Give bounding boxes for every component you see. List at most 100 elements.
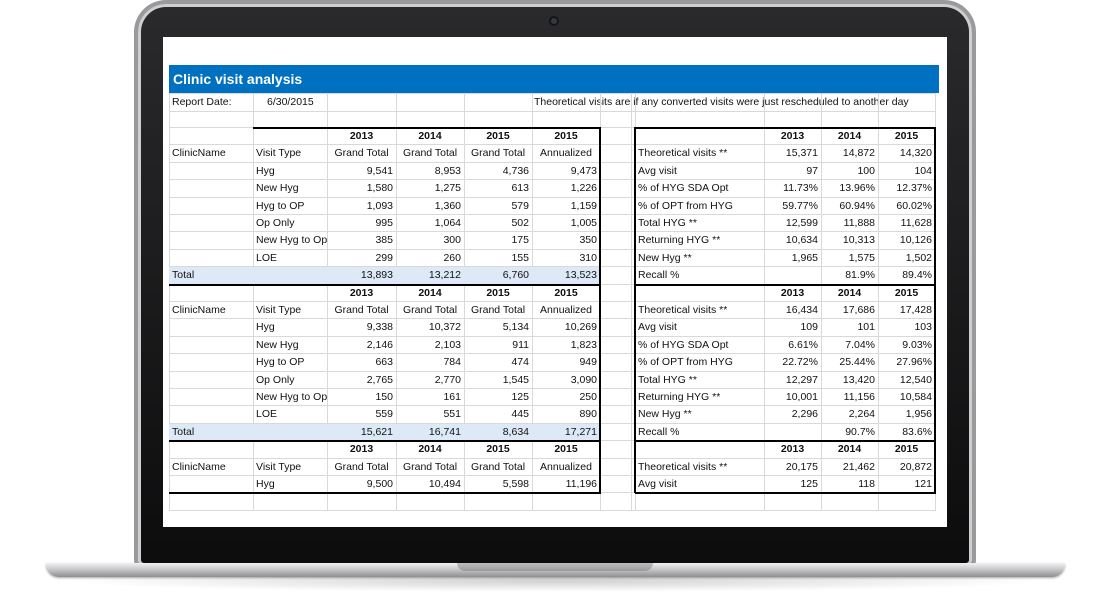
value-cell[interactable]: 9,500 xyxy=(366,478,393,490)
year-header[interactable]: 2015 xyxy=(894,443,919,456)
value-cell[interactable]: 5,598 xyxy=(502,478,529,490)
total-value[interactable]: 15,621 xyxy=(360,425,393,438)
metric-value[interactable]: 101 xyxy=(857,321,875,334)
grand-total-header[interactable]: Grand Total xyxy=(402,304,458,316)
year-header[interactable]: 2013 xyxy=(780,286,805,299)
year-header[interactable]: 2013 xyxy=(780,443,805,456)
metric-value[interactable]: 21,462 xyxy=(842,460,875,473)
value-cell[interactable]: 1,093 xyxy=(366,199,393,212)
metric-label[interactable]: Theoretical visits ** xyxy=(638,460,728,473)
metric-value[interactable]: 9.03% xyxy=(902,338,932,351)
value-cell[interactable]: 9,338 xyxy=(366,321,393,334)
value-cell[interactable]: 5,134 xyxy=(502,321,529,334)
metric-value[interactable]: 121 xyxy=(914,478,932,490)
metric-label[interactable]: New Hyg ** xyxy=(638,408,692,421)
value-cell[interactable]: 260 xyxy=(443,251,461,264)
value-cell[interactable]: 125 xyxy=(511,391,529,403)
value-cell[interactable]: 551 xyxy=(443,408,461,421)
metric-value[interactable]: 17,428 xyxy=(899,304,932,316)
report-date-value[interactable]: 6/30/2015 xyxy=(267,96,314,108)
value-cell[interactable]: 161 xyxy=(443,391,461,403)
metric-label[interactable]: Avg visit xyxy=(638,164,677,177)
metric-value[interactable]: 10,313 xyxy=(842,234,875,247)
visit-type-cell[interactable]: Hyg to OP xyxy=(256,356,305,369)
metric-label[interactable]: Recall % xyxy=(638,269,680,282)
year-header[interactable]: 2015 xyxy=(486,130,510,142)
value-cell[interactable]: 474 xyxy=(511,356,529,369)
value-cell[interactable]: 1,360 xyxy=(434,199,461,212)
metric-value[interactable] xyxy=(764,424,821,441)
value-cell[interactable]: 663 xyxy=(375,356,393,369)
total-value[interactable]: 13,212 xyxy=(428,269,461,282)
metric-value[interactable]: 118 xyxy=(858,478,875,490)
metric-value[interactable]: 1,575 xyxy=(848,251,875,264)
year-header[interactable]: 2014 xyxy=(418,286,442,299)
value-cell[interactable]: 1,545 xyxy=(502,373,529,386)
year-header[interactable]: 2015 xyxy=(894,286,919,299)
value-cell[interactable]: 911 xyxy=(512,338,529,351)
annualized-header[interactable]: Annualized xyxy=(540,304,592,316)
metric-value[interactable]: 11.73% xyxy=(783,182,818,195)
metric-label[interactable]: Returning HYG ** xyxy=(638,234,721,247)
visit-type-cell[interactable]: Hyg to OP xyxy=(256,199,305,212)
total-label[interactable]: Total xyxy=(172,425,195,438)
metric-value[interactable]: 17,686 xyxy=(842,304,875,316)
value-cell[interactable]: 4,736 xyxy=(502,164,529,177)
metric-value[interactable]: 13.96% xyxy=(839,182,875,195)
value-cell[interactable]: 1,159 xyxy=(570,199,597,212)
metric-value[interactable]: 60.02% xyxy=(896,199,932,212)
year-header[interactable]: 2013 xyxy=(349,443,374,456)
visit-type-cell[interactable]: New Hyg to Op xyxy=(256,234,328,247)
value-cell[interactable]: 10,372 xyxy=(428,321,461,334)
clinic-name-header[interactable]: ClinicName xyxy=(172,304,226,316)
value-cell[interactable]: 1,580 xyxy=(366,182,393,195)
value-cell[interactable]: 10,494 xyxy=(428,478,461,490)
value-cell[interactable]: 2,146 xyxy=(366,338,393,351)
year-header[interactable]: 2014 xyxy=(418,130,442,142)
metric-label[interactable]: Theoretical visits ** xyxy=(638,304,728,316)
visit-type-header[interactable]: Visit Type xyxy=(256,147,302,160)
spreadsheet[interactable]: Clinic visit analysis Report Date: 6/30/… xyxy=(163,37,947,527)
value-cell[interactable]: 949 xyxy=(579,356,597,369)
metric-value[interactable]: 1,965 xyxy=(791,251,818,264)
metric-value[interactable]: 10,126 xyxy=(899,234,932,247)
value-cell[interactable]: 250 xyxy=(579,391,597,403)
metric-label[interactable]: % of OPT from HYG xyxy=(638,199,733,212)
year-header[interactable]: 2015 xyxy=(894,130,919,142)
value-cell[interactable]: 350 xyxy=(579,234,597,247)
total-value[interactable]: 13,523 xyxy=(564,269,597,282)
grand-total-header[interactable]: Grand Total xyxy=(470,460,526,473)
metric-value[interactable]: 97 xyxy=(806,164,818,177)
value-cell[interactable]: 890 xyxy=(579,408,597,421)
value-cell[interactable]: 613 xyxy=(511,182,529,195)
metric-label[interactable]: % of HYG SDA Opt xyxy=(638,338,729,351)
metric-value[interactable]: 59.77% xyxy=(782,199,818,212)
metric-value[interactable]: 20,872 xyxy=(899,460,932,473)
metric-label[interactable]: Total HYG ** xyxy=(638,217,697,229)
year-header[interactable]: 2013 xyxy=(349,130,374,142)
value-cell[interactable]: 1,823 xyxy=(570,338,597,351)
metric-value[interactable]: 13,420 xyxy=(842,373,875,386)
total-value[interactable]: 17,271 xyxy=(564,425,597,438)
value-cell[interactable]: 2,103 xyxy=(434,338,461,351)
year-header[interactable]: 2015 xyxy=(554,286,578,299)
value-cell[interactable]: 1,064 xyxy=(434,217,461,229)
value-cell[interactable]: 1,005 xyxy=(570,217,597,229)
value-cell[interactable]: 9,473 xyxy=(570,164,597,177)
total-value[interactable]: 13,893 xyxy=(360,269,393,282)
visit-type-header[interactable]: Visit Type xyxy=(256,304,302,316)
metric-value[interactable]: 89.4% xyxy=(902,269,932,282)
total-value[interactable]: 6,760 xyxy=(502,269,529,282)
grand-total-header[interactable]: Grand Total xyxy=(334,304,389,316)
value-cell[interactable]: 310 xyxy=(579,251,597,264)
metric-label[interactable]: Avg visit xyxy=(638,478,677,490)
metric-value[interactable]: 14,872 xyxy=(842,147,875,160)
total-value[interactable]: 8,634 xyxy=(502,425,529,438)
value-cell[interactable]: 299 xyxy=(375,251,393,264)
visit-type-cell[interactable]: Hyg xyxy=(256,478,275,490)
visit-type-header[interactable]: Visit Type xyxy=(256,460,302,473)
value-cell[interactable]: 155 xyxy=(511,251,529,264)
year-header[interactable]: 2014 xyxy=(837,286,862,299)
metric-label[interactable]: Recall % xyxy=(638,425,680,438)
value-cell[interactable]: 385 xyxy=(375,234,393,247)
